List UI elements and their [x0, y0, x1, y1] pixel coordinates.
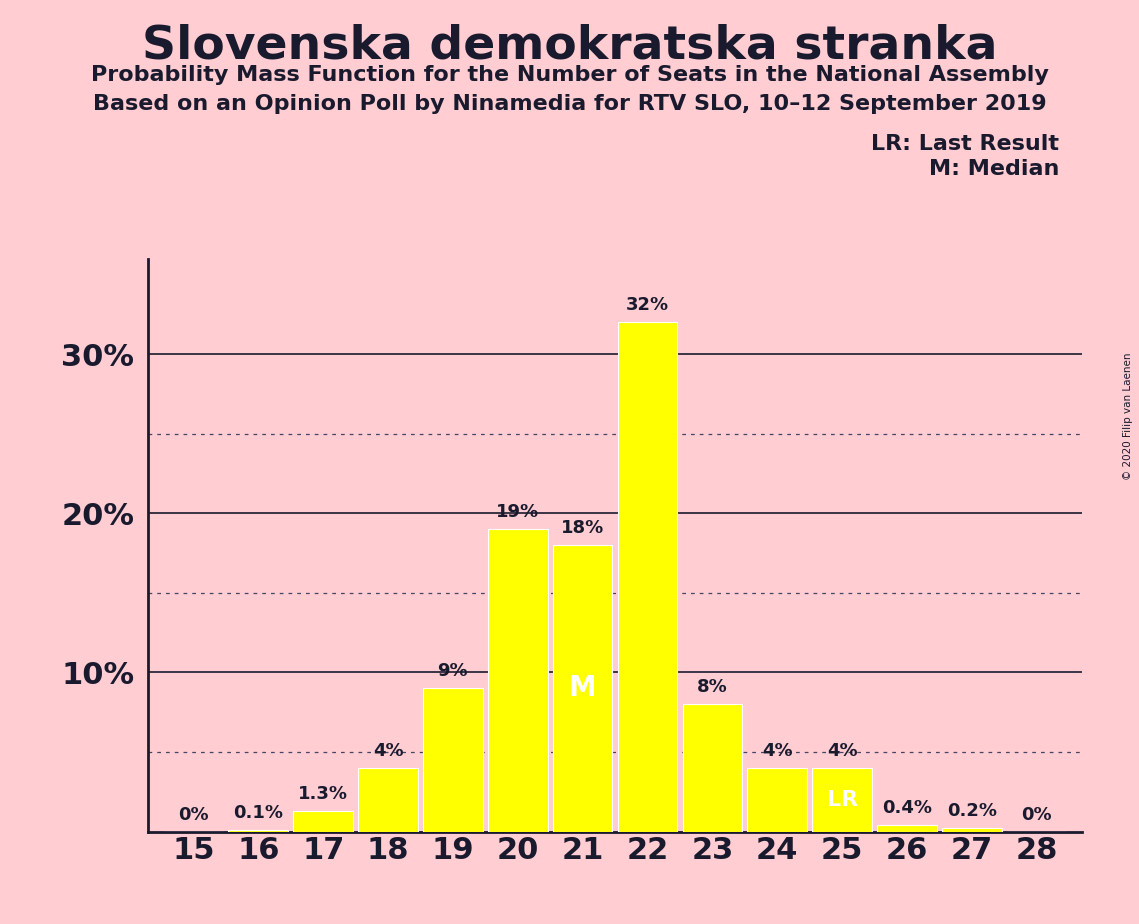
Bar — [747, 768, 808, 832]
Text: LR: Last Result: LR: Last Result — [871, 134, 1059, 154]
Text: M: M — [568, 675, 597, 702]
Bar — [229, 830, 288, 832]
Text: 0%: 0% — [1022, 806, 1052, 823]
Text: M: Median: M: Median — [929, 159, 1059, 179]
Bar — [682, 704, 743, 832]
Text: Slovenska demokratska stranka: Slovenska demokratska stranka — [141, 23, 998, 68]
Text: Based on an Opinion Poll by Ninamedia for RTV SLO, 10–12 September 2019: Based on an Opinion Poll by Ninamedia fo… — [92, 94, 1047, 115]
Bar — [294, 811, 353, 832]
Text: © 2020 Filip van Laenen: © 2020 Filip van Laenen — [1123, 352, 1133, 480]
Text: 18%: 18% — [562, 519, 605, 537]
Text: 1.3%: 1.3% — [298, 785, 349, 803]
Text: Probability Mass Function for the Number of Seats in the National Assembly: Probability Mass Function for the Number… — [91, 65, 1048, 85]
Text: 0.2%: 0.2% — [947, 802, 997, 821]
Text: 4%: 4% — [762, 742, 793, 760]
Text: 32%: 32% — [626, 297, 669, 314]
Bar — [877, 825, 936, 832]
Bar — [812, 768, 872, 832]
Text: 0%: 0% — [178, 806, 208, 823]
Text: LR: LR — [827, 790, 858, 809]
Text: 19%: 19% — [497, 504, 540, 521]
Bar — [358, 768, 418, 832]
Bar — [487, 529, 548, 832]
Text: 8%: 8% — [697, 678, 728, 697]
Text: 9%: 9% — [437, 663, 468, 680]
Bar — [617, 322, 678, 832]
Bar — [423, 688, 483, 832]
Text: 4%: 4% — [827, 742, 858, 760]
Text: 0.1%: 0.1% — [233, 804, 284, 822]
Bar — [552, 545, 613, 832]
Bar — [942, 829, 1001, 832]
Text: 0.4%: 0.4% — [882, 799, 932, 817]
Text: 4%: 4% — [372, 742, 403, 760]
